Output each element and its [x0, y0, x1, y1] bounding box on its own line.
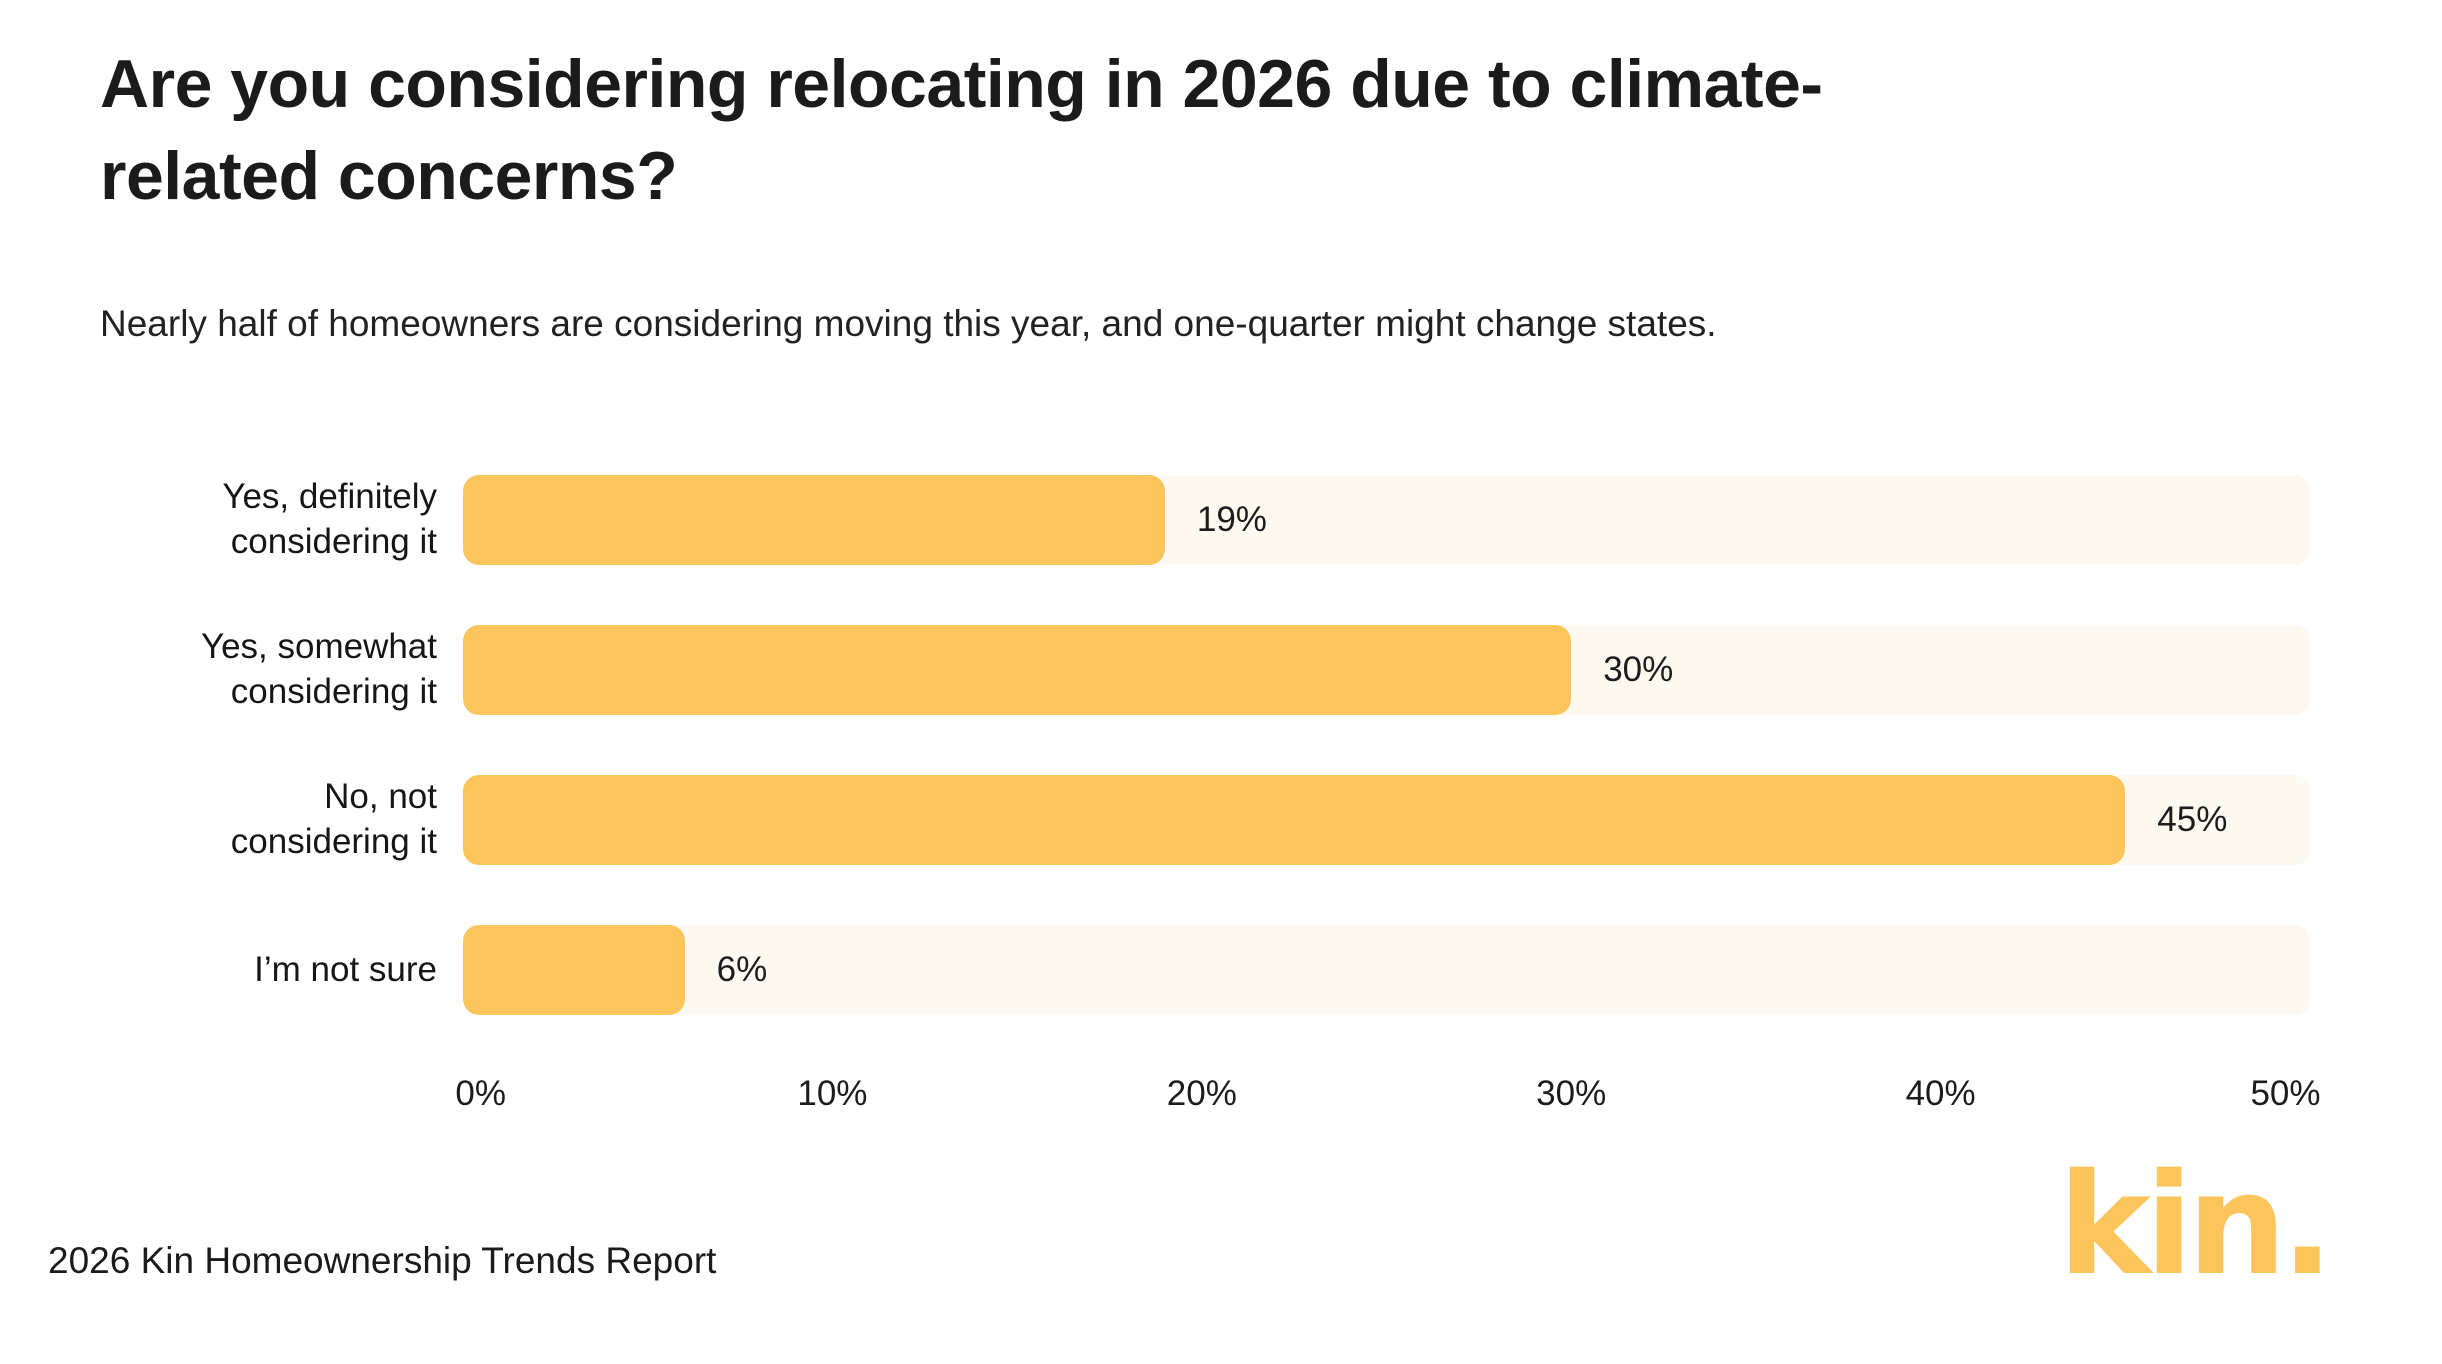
- bar-fill: [463, 475, 1165, 565]
- bar-value-label: 19%: [1196, 500, 1267, 539]
- bar-fill: [463, 925, 685, 1015]
- bar-track: 30%: [463, 625, 2310, 715]
- bar-track: 19%: [463, 475, 2310, 565]
- bar-chart: Yes, definitely considering it 19% Yes, som…: [0, 475, 2442, 1075]
- bar-category-label-line: Yes, somewhat: [200, 627, 437, 667]
- bar-category-label: Yes, definitely considering it: [100, 475, 437, 565]
- x-axis-tick-label: 20%: [1166, 1074, 1237, 1113]
- bar-category-label-line: considering it: [230, 672, 437, 711]
- footer-source: 2026 Kin Homeownership Trends Report: [48, 1240, 717, 1281]
- bar-category-label-line: No, not: [324, 777, 437, 817]
- bar-category-label-line: Yes, definitely: [222, 477, 437, 517]
- bar-fill: [463, 625, 1572, 715]
- bar-fill: [463, 775, 2126, 865]
- chart-title: Are you considering relocating in 2026 d…: [100, 46, 1823, 215]
- bar-track: 6%: [463, 925, 2310, 1015]
- bar-track: 45%: [463, 775, 2310, 865]
- bar-value-label: 45%: [2157, 800, 2228, 839]
- x-axis-tick-label: 0%: [455, 1074, 507, 1113]
- bar-row: Yes, definitely considering it 19%: [0, 475, 2442, 565]
- bar-value-label: 6%: [716, 950, 768, 989]
- bar-category-label: No, not considering it: [100, 775, 437, 865]
- x-axis-tick-label: 30%: [1536, 1074, 1607, 1113]
- bar-row: I’m not sure 6%: [0, 925, 2442, 1015]
- bar-category-label: I’m not sure: [100, 948, 437, 993]
- x-axis-tick-label: 40%: [1905, 1074, 1976, 1113]
- chart-subtitle: Nearly half of homeowners are considerin…: [100, 303, 1717, 344]
- bar-value-label: 30%: [1603, 650, 1674, 689]
- bar-category-label-line: considering it: [230, 522, 437, 561]
- bar-category-label-line: considering it: [230, 822, 437, 861]
- bar-row: No, not considering it 45%: [0, 775, 2442, 865]
- bar-category-label-line: I’m not sure: [254, 949, 437, 989]
- bar-row: Yes, somewhat considering it 30%: [0, 625, 2442, 715]
- x-axis-tick-label: 10%: [797, 1074, 868, 1113]
- kin-logo: kin.: [2058, 1144, 2334, 1307]
- x-axis: 0% 10% 20% 30% 40% 50%: [455, 1074, 2320, 1120]
- x-axis-tick-label: 50%: [2250, 1074, 2321, 1113]
- bar-category-label: Yes, somewhat considering it: [100, 625, 437, 715]
